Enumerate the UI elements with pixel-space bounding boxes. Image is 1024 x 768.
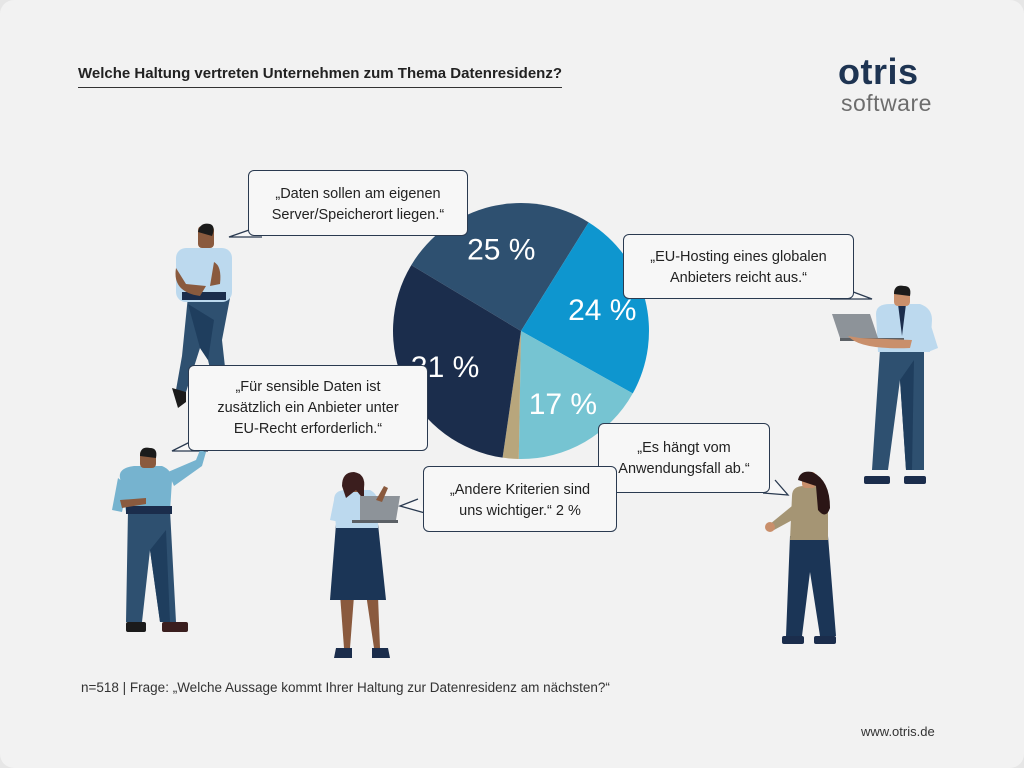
person-woman-gesturing-illustration — [765, 471, 836, 644]
bubble-eu-law-line3: EU-Recht erforderlich.“ — [233, 421, 383, 438]
person-man-laptop-illustration — [832, 285, 938, 484]
survey-footnote: n=518 | Frage: „Welche Aussage kommt Ihr… — [81, 680, 610, 695]
bubble-other-line1: „Andere Kriterien sind — [449, 482, 591, 498]
bubble-depends: „Es hängt vom Anwendungsfall ab.“ — [598, 423, 770, 493]
website-url: www.otris.de — [861, 724, 935, 739]
bubble-eu-hosting: „EU-Hosting eines globalen Anbieters rei… — [623, 234, 854, 299]
bubble-own-server-line1: „Daten sollen am eigenen — [275, 186, 441, 202]
bubble-depends-line2: Anwendungsfall ab.“ — [618, 461, 750, 478]
bubble-eu-law: „Für sensible Daten ist zusätzlich ein A… — [188, 365, 428, 451]
bubble-own-server: „Daten sollen am eigenen Server/Speicher… — [248, 170, 468, 236]
person-pointing-man-illustration — [112, 441, 207, 632]
bubble-depends-line1: „Es hängt vom — [637, 440, 731, 456]
person-woman-laptop-illustration — [330, 472, 400, 658]
bubble-eu-hosting-line1: „EU-Hosting eines globalen — [650, 249, 827, 265]
pie-label-1: 25 % — [467, 233, 535, 266]
bubble-other-line2: uns wichtiger.“ 2 % — [459, 503, 581, 520]
pie-slice-2 — [521, 222, 649, 394]
bubble-eu-law-line1: „Für sensible Daten ist — [235, 379, 381, 395]
bubble-eu-law-line2: zusätzlich ein Anbieter unter — [217, 400, 399, 417]
pie-label-3: 17 % — [529, 388, 597, 421]
bubble-eu-hosting-line2: Anbieters reicht aus.“ — [669, 270, 807, 287]
logo-wordmark: otris — [838, 51, 919, 92]
pie-label-2: 24 % — [568, 294, 636, 327]
pie-chart: 25 %24 %17 %31 % — [392, 202, 649, 459]
page-title: Welche Haltung vertreten Unternehmen zum… — [78, 65, 562, 88]
logo-subtitle: software — [841, 90, 932, 116]
pie-slice-4 — [502, 331, 521, 459]
bubble-own-server-line2: Server/Speicherort liegen.“ — [271, 207, 445, 224]
bubble-other: „Andere Kriterien sind uns wichtiger.“ 2… — [423, 466, 617, 532]
